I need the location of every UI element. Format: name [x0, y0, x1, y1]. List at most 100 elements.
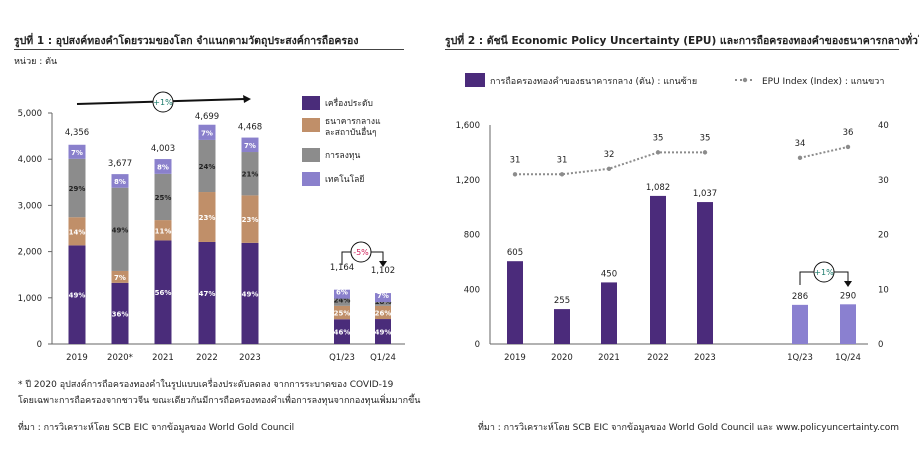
bar-segment [68, 217, 86, 246]
x-tick-label: 1Q/23 [787, 353, 813, 363]
bar-segment [241, 152, 259, 196]
segment-label: 6% [336, 288, 348, 296]
legend-swatch [302, 172, 320, 186]
footnote: โดยเฉพาะการถือครองจากชาวจีน ขณะเดียวกันม… [18, 396, 421, 406]
annotation-label: +1% [814, 268, 834, 277]
bar-label: 1,037 [693, 189, 717, 199]
total-label: 4,356 [65, 128, 89, 138]
legend-swatch [302, 96, 320, 110]
legend-swatch [465, 73, 485, 87]
bar-segment [241, 195, 259, 243]
legend-label: เทคโนโลยี [325, 174, 364, 185]
bar-segment [241, 137, 259, 153]
total-label: 4,003 [151, 144, 175, 154]
y-tick-label: 0 [475, 340, 480, 350]
segment-label: 24% [199, 163, 216, 171]
bar-segment [111, 282, 129, 344]
x-tick-label: 2021 [152, 353, 174, 363]
legend-swatch [302, 148, 320, 162]
arrow-head [379, 261, 387, 267]
bar-segment [111, 174, 129, 188]
bar [697, 202, 713, 344]
segment-label: 29% [69, 185, 86, 193]
epu-label: 36 [843, 128, 854, 138]
y-tick-label: 1,000 [18, 294, 42, 304]
annotation-label: -5% [353, 248, 369, 257]
segment-label: 23% [242, 216, 259, 224]
bar-segment [198, 124, 216, 140]
segment-label: 25% [334, 310, 351, 318]
source: ที่มา : การวิเคราะห์โดย SCB EIC จากข้อมู… [18, 423, 295, 433]
total-label: 1,102 [371, 266, 395, 276]
y-tick-label: 5,000 [18, 109, 42, 119]
epu-label: 31 [557, 155, 568, 165]
bar-segment [154, 220, 172, 241]
bar-segment [334, 289, 350, 299]
bar-segment [241, 242, 259, 344]
y-tick-label: 1,200 [456, 176, 480, 186]
x-tick-label: Q1/24 [370, 353, 396, 363]
x-tick-label: Q1/23 [329, 353, 355, 363]
bar-segment [68, 245, 86, 344]
y-tick-label: 1,600 [456, 121, 480, 131]
bar-segment [111, 270, 129, 283]
segment-label: 8% [157, 163, 169, 171]
footnote: * ปี 2020 อุปสงค์การถือครองทองคำในรูปแบบ… [18, 380, 394, 390]
x-tick-label: 2023 [694, 353, 716, 363]
segment-label: 26% [375, 309, 392, 317]
y-tick-label: 400 [464, 285, 480, 295]
x-tick-label: 2019 [66, 353, 88, 363]
epu-line [515, 151, 705, 176]
y-tick-label: 4,000 [18, 155, 42, 165]
total-label: 3,677 [108, 159, 132, 169]
segment-label: 21% [242, 171, 259, 179]
bar-segment [154, 240, 172, 344]
segment-label: 7% [377, 292, 389, 300]
annotation-circle [813, 261, 835, 283]
x-tick-label: 2023 [239, 353, 261, 363]
legend-label: เครื่องประดับ [325, 97, 373, 109]
y-tick-label: 0 [37, 340, 42, 350]
bar-segment [198, 241, 216, 344]
x-tick-label: 2019 [504, 353, 526, 363]
bar-label: 290 [840, 291, 856, 301]
arrow-head [844, 281, 852, 287]
bar [601, 282, 617, 344]
segment-label: 7% [201, 129, 213, 137]
unit-label: หน่วย : ตัน [14, 57, 58, 67]
annotation-circle [152, 91, 174, 113]
x-tick-label: 2021 [598, 353, 620, 363]
divider [14, 49, 404, 50]
bar [507, 261, 523, 344]
legend-label: ธนาคารกลางแ [325, 117, 381, 127]
bar-segment [375, 293, 391, 303]
bar-label: 1,082 [646, 183, 670, 193]
x-tick-label: 2022 [196, 353, 218, 363]
bar-label: 450 [601, 269, 617, 279]
legend-marker [742, 77, 748, 83]
bar-segment [334, 305, 350, 320]
total-label: 4,468 [238, 123, 262, 133]
epu-label: 34 [795, 139, 806, 149]
y-tick-label: 3,000 [18, 201, 42, 211]
segment-label: 7% [114, 274, 126, 282]
segment-label: 7% [71, 149, 83, 157]
x-tick-label: 2022 [647, 353, 669, 363]
bar-segment [334, 319, 350, 344]
segment-label: 36% [112, 310, 129, 318]
legend-label: EPU Index (Index) : แกนขวา [762, 77, 884, 87]
segment-label: 56% [155, 289, 172, 297]
legend-label: การลงทุน [325, 151, 360, 161]
segment-label: 14% [69, 228, 86, 236]
x-tick-label: 2020* [107, 353, 133, 363]
legend-label: การถือครองทองคำของธนาคารกลาง (ตัน) : แกน… [490, 76, 697, 87]
total-label: 1,164 [330, 263, 354, 273]
bar-label: 286 [792, 292, 808, 302]
bar [792, 304, 808, 344]
y2-tick-label: 20 [878, 231, 889, 241]
divider [445, 49, 899, 50]
segment-label: 47% [199, 290, 216, 298]
bar-segment [68, 158, 86, 218]
bar-segment [375, 319, 391, 344]
y-tick-label: 800 [464, 231, 480, 241]
